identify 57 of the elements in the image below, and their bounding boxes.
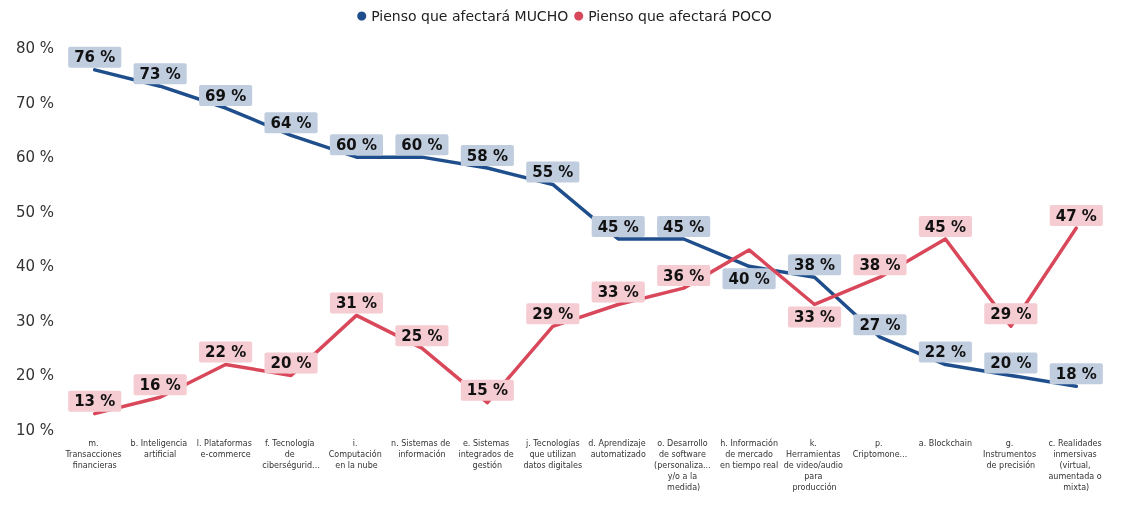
y-tick-label: 50 % — [15, 202, 54, 221]
x-tick-label: j. Tecnologías que utilizan datos digitales — [523, 439, 583, 470]
data-label: 13 % — [74, 392, 116, 411]
x-tick-label: c. Realidades inmersivas (virtual, aumentada o mixta) — [1048, 439, 1105, 492]
x-tick-label: l. Plataformas e-commerce — [196, 439, 255, 459]
x-tick-label: g. Instrumentos de precisión — [983, 439, 1039, 470]
data-label: 55 % — [532, 162, 574, 181]
data-label: 73 % — [139, 64, 181, 83]
data-label: 47 % — [1055, 206, 1097, 225]
data-label: 22 % — [205, 343, 247, 362]
y-tick-label: 40 % — [15, 257, 54, 276]
data-label: 45 % — [597, 217, 639, 236]
y-tick-label: 80 % — [15, 39, 54, 57]
data-label: 36 % — [663, 266, 705, 285]
y-tick-label: 30 % — [15, 311, 54, 330]
data-label: 22 % — [924, 343, 966, 362]
legend-label: Pienso que afectará POCO — [588, 8, 772, 24]
data-label: 20 % — [990, 353, 1032, 372]
data-label: 45 % — [924, 217, 966, 236]
x-tick-label: h. Información de mercado en tiempo real — [719, 438, 779, 470]
x-tick-label: p. Criptomone... — [852, 439, 908, 459]
y-tick-label: 20 % — [15, 366, 54, 385]
x-tick-label: i. Computación en la nube — [328, 439, 385, 470]
data-label: 33 % — [793, 307, 836, 326]
x-tick-label: f. Tecnología de ciberségurid... — [262, 439, 320, 470]
x-tick-label: a. Blockchain — [918, 439, 973, 448]
data-label: 60 % — [335, 135, 378, 154]
data-label: 45 % — [663, 217, 705, 236]
data-label: 20 % — [270, 353, 312, 372]
data-label: 38 % — [793, 255, 836, 274]
x-tick-label: n. Sistemas de información — [391, 439, 453, 459]
data-label: 40 % — [728, 269, 770, 288]
data-label: 18 % — [1055, 364, 1097, 383]
data-label: 60 % — [401, 135, 443, 154]
y-tick-label: 60 % — [15, 148, 54, 167]
data-label: 15 % — [466, 381, 508, 400]
data-label: 58 % — [466, 146, 508, 165]
data-label: 69 % — [205, 86, 247, 105]
data-label: 31 % — [335, 293, 378, 312]
data-label: 29 % — [990, 304, 1032, 323]
data-label: 29 % — [532, 304, 574, 323]
data-label: 16 % — [139, 375, 181, 394]
x-tick-label: o. Desarrollo de software (personaliza... y/o a la medida) — [654, 439, 714, 492]
x-tick-label: e. Sistemas integrados de gestión — [458, 439, 517, 470]
data-label: 33 % — [597, 282, 639, 301]
data-label: 64 % — [270, 113, 312, 132]
legend-label: Pienso que afectará MUCHO — [371, 8, 569, 24]
data-label: 76 % — [74, 48, 116, 67]
y-tick-label: 70 % — [15, 93, 54, 112]
data-label: 27 % — [859, 315, 901, 334]
data-label: 25 % — [401, 326, 443, 345]
x-tick-label: k. Herramientas de video/audio para producción — [783, 439, 846, 492]
x-tick-label: b. Inteligencia artificial — [130, 439, 190, 459]
x-tick-label: d. Aprendizaje automatizado — [588, 439, 649, 459]
data-label: 38 % — [859, 255, 901, 274]
x-tick-label: m. Transacciones financieras — [64, 439, 125, 470]
y-tick-label: 10 % — [15, 421, 54, 439]
